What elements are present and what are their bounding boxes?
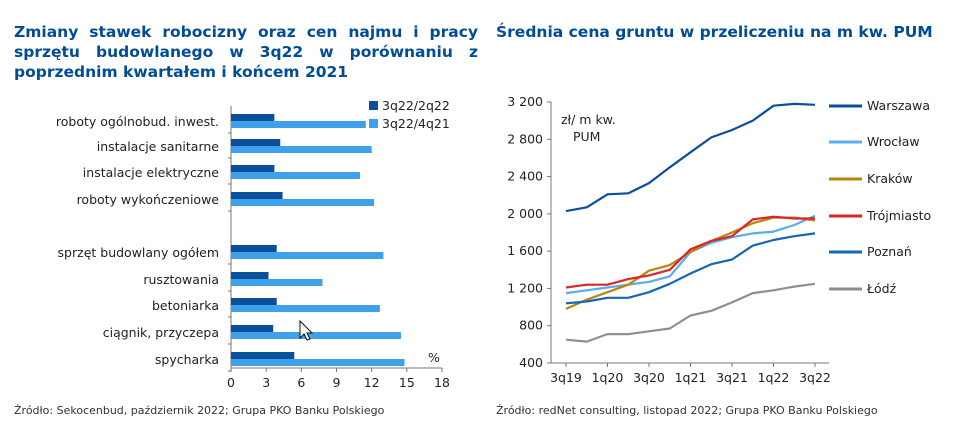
- bar-3q22/2q22: [231, 139, 281, 146]
- x-tick-label: 3q19: [550, 370, 582, 385]
- legend-label-3q22/2q22: 3q22/2q22: [382, 98, 450, 113]
- right-chart-title: Średnia cena gruntu w przeliczeniu na m …: [496, 23, 933, 41]
- unit-label: %: [428, 350, 440, 365]
- y-tick-label: 400: [519, 355, 543, 370]
- y-tick-label: 1 600: [507, 243, 543, 258]
- category-label: instalacje sanitarne: [97, 139, 220, 154]
- x-tick-label: 3q22: [799, 370, 831, 385]
- x-tick-label: 1q21: [675, 370, 707, 385]
- category-label: roboty ogólnobud. inwest.: [56, 114, 219, 129]
- y-tick-label: 2 800: [507, 131, 543, 146]
- bar-3q22/2q22: [231, 114, 275, 121]
- x-tick-label: 18: [434, 375, 450, 390]
- x-tick-label: 0: [227, 375, 235, 390]
- bar-3q22/4q21: [231, 146, 372, 153]
- y-tick-label: 1 200: [507, 280, 543, 295]
- right-source-note: Źródło: redNet consulting, listopad 2022…: [496, 404, 878, 417]
- series-line-Wrocław: [565, 214, 816, 295]
- bar-3q22/4q21: [231, 199, 375, 206]
- bar-3q22/4q21: [231, 121, 366, 128]
- bar-3q22/4q21: [231, 252, 384, 259]
- bar-3q22/4q21: [231, 332, 401, 339]
- bar-3q22/2q22: [231, 272, 269, 279]
- series-line-Poznań: [565, 232, 816, 305]
- category-label: spycharka: [155, 352, 219, 367]
- x-tick-label: 1q22: [758, 370, 790, 385]
- bar-3q22/2q22: [231, 192, 283, 199]
- mouse-cursor-icon: [299, 319, 314, 341]
- y-tick-label: 2 400: [507, 169, 543, 184]
- bar-3q22/4q21: [231, 359, 405, 366]
- series-line-Łódź: [565, 282, 816, 343]
- y-tick-label: 800: [519, 318, 543, 333]
- category-label: instalacje elektryczne: [83, 165, 219, 180]
- bar-3q22/2q22: [231, 298, 277, 305]
- x-tick-label: 3: [262, 375, 270, 390]
- legend-label-Trójmiasto: Trójmiasto: [866, 208, 931, 223]
- legend-label-Wrocław: Wrocław: [867, 134, 920, 149]
- bar-3q22/2q22: [231, 165, 275, 172]
- bar-3q22/2q22: [231, 352, 295, 359]
- category-label: betoniarka: [152, 298, 219, 313]
- x-tick-label: 9: [333, 375, 341, 390]
- y-axis-title-line2: PUM: [573, 129, 600, 144]
- legend-swatch-3q22/2q22: [369, 101, 378, 110]
- legend-label-Warszawa: Warszawa: [867, 98, 930, 113]
- left-source-note: Źródło: Sekocenbud, październik 2022; Gr…: [14, 404, 385, 417]
- left-chart-title: Zmiany stawek robocizny oraz cen najmu i…: [14, 23, 478, 81]
- x-tick-label: 6: [297, 375, 305, 390]
- legend-label-Kraków: Kraków: [867, 171, 913, 186]
- legend-label-Poznań: Poznań: [867, 244, 912, 259]
- y-tick-label: 3 200: [507, 94, 543, 109]
- x-tick-label: 3q21: [716, 370, 748, 385]
- bar-3q22/4q21: [231, 172, 360, 179]
- bar-3q22/2q22: [231, 245, 277, 252]
- y-tick-label: 2 000: [507, 206, 543, 221]
- y-axis-title-line1: zł/ m kw.: [561, 112, 616, 127]
- category-label: roboty wykończeniowe: [77, 192, 220, 207]
- bar-3q22/4q21: [231, 305, 380, 312]
- category-label: ciągnik, przyczepa: [103, 325, 219, 340]
- category-label: rusztowania: [143, 272, 219, 287]
- x-tick-label: 15: [399, 375, 415, 390]
- category-label: sprzęt budowlany ogółem: [58, 245, 219, 260]
- series-line-Trójmiasto: [565, 215, 815, 289]
- legend-swatch-3q22/4q21: [369, 119, 378, 128]
- x-tick-label: 3q20: [633, 370, 665, 385]
- bar-3q22/2q22: [231, 325, 274, 332]
- bar-3q22/4q21: [231, 279, 323, 286]
- legend-label-3q22/4q21: 3q22/4q21: [382, 116, 450, 131]
- series-line-Warszawa: [565, 102, 816, 213]
- legend-label-Łódź: Łódź: [866, 281, 897, 296]
- x-tick-label: 12: [364, 375, 380, 390]
- x-tick-label: 1q20: [592, 370, 624, 385]
